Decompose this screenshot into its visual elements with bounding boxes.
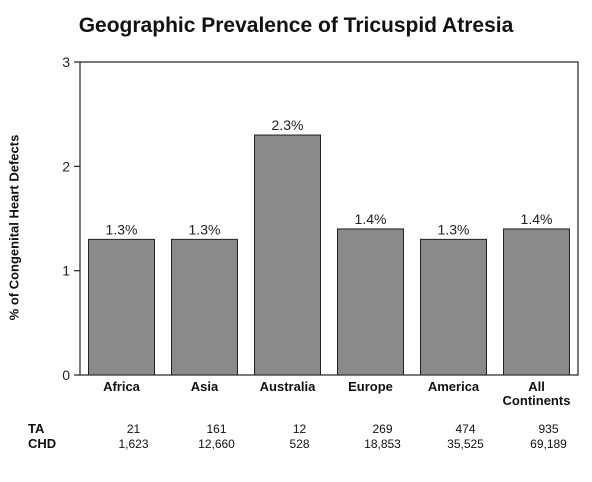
x-category-label: Australia [260, 379, 316, 394]
data-label: 1.3% [106, 221, 138, 237]
data-label: 1.4% [521, 211, 553, 227]
table-row-label: TA [28, 421, 45, 436]
y-tick-label: 1 [62, 263, 70, 279]
bar [171, 238, 238, 376]
data-label: 1.3% [438, 221, 470, 237]
table-cell: 1,623 [118, 437, 148, 451]
bar [254, 134, 321, 376]
bar [503, 228, 570, 376]
table-cell: 21 [127, 422, 141, 436]
y-tick-label: 3 [62, 54, 70, 70]
x-category-label: Asia [191, 379, 219, 394]
x-category-label: Europe [348, 379, 393, 394]
data-label: 1.4% [355, 211, 387, 227]
bar [337, 228, 404, 376]
x-category-label: America [428, 379, 480, 394]
chart-title: Geographic Prevalence of Tricuspid Atres… [78, 14, 514, 37]
plot-frame [79, 61, 579, 376]
table-cell: 474 [455, 422, 475, 436]
table-cell: 161 [206, 422, 226, 436]
table-cell: 18,853 [364, 437, 401, 451]
x-category-label: All [528, 379, 545, 394]
table-cell: 935 [538, 422, 558, 436]
data-label: 1.3% [189, 221, 221, 237]
bar [88, 238, 155, 376]
y-tick-label: 2 [62, 158, 70, 174]
table-cell: 69,189 [530, 437, 567, 451]
x-category-label: Africa [103, 379, 141, 394]
table-cell: 528 [289, 437, 309, 451]
table-cell: 12 [293, 422, 307, 436]
table-cell: 12,660 [198, 437, 235, 451]
data-label: 2.3% [272, 117, 304, 133]
table-cell: 35,525 [447, 437, 484, 451]
table-cell: 269 [372, 422, 392, 436]
x-category-label: Continents [503, 393, 571, 408]
y-tick-label: 0 [62, 367, 70, 383]
bar [420, 238, 487, 376]
table-row-label: CHD [28, 436, 56, 451]
